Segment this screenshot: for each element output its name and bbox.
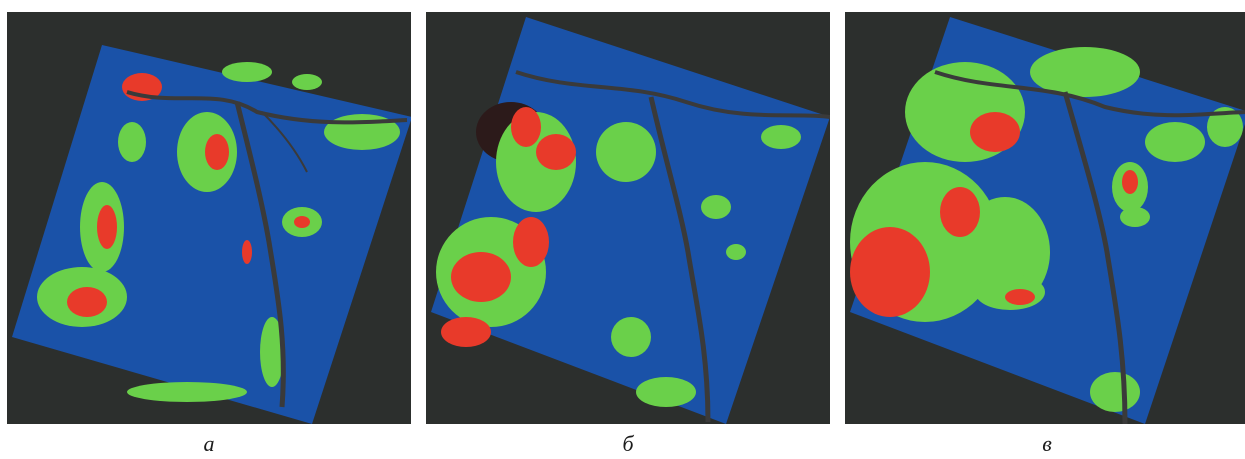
river bbox=[126, 90, 408, 125]
scene-footprint bbox=[12, 45, 411, 424]
river bbox=[648, 96, 711, 423]
vegetation-patch bbox=[127, 382, 247, 402]
vegetation-patch bbox=[726, 244, 746, 260]
classified-satellite-map-c bbox=[845, 12, 1245, 424]
river bbox=[934, 70, 1245, 118]
panel-caption-a: a bbox=[203, 431, 215, 456]
river bbox=[515, 70, 830, 119]
burn-patch bbox=[451, 252, 511, 302]
vegetation-patch bbox=[701, 195, 731, 219]
classified-satellite-map-b bbox=[426, 12, 830, 424]
vegetation-patch bbox=[611, 317, 651, 357]
vegetation-patch bbox=[1030, 47, 1140, 97]
vegetation-patch bbox=[761, 125, 801, 149]
map-c-svg bbox=[850, 17, 1245, 424]
vegetation-patch bbox=[222, 62, 272, 82]
vegetation-patch bbox=[1207, 107, 1243, 147]
classified-satellite-map-a bbox=[7, 12, 411, 424]
burn-patch bbox=[513, 217, 549, 267]
vegetation-patch bbox=[1120, 207, 1150, 227]
burn-patch bbox=[441, 317, 491, 347]
panel-caption-c: в bbox=[1042, 431, 1052, 456]
burn-patch bbox=[294, 216, 310, 228]
map-a-svg bbox=[12, 45, 411, 424]
burn-patch bbox=[1005, 289, 1035, 305]
river bbox=[261, 111, 308, 173]
panel-caption-b: б bbox=[622, 431, 634, 456]
burn-patch bbox=[242, 240, 252, 264]
burn-patch bbox=[511, 107, 541, 147]
vegetation-patch bbox=[1090, 372, 1140, 412]
vegetation-patch bbox=[260, 317, 284, 387]
river bbox=[1062, 91, 1128, 424]
burn-patch bbox=[850, 227, 930, 317]
burn-patch bbox=[67, 287, 107, 317]
vegetation-patch bbox=[636, 377, 696, 407]
map-b-svg bbox=[431, 17, 830, 424]
burn-patch bbox=[970, 112, 1020, 152]
vegetation-patch bbox=[292, 74, 322, 90]
burn-patch bbox=[1122, 170, 1138, 194]
burn-patch bbox=[940, 187, 980, 237]
burn-patch bbox=[205, 134, 229, 170]
river bbox=[234, 101, 286, 408]
burn-patch bbox=[536, 134, 576, 170]
vegetation-patch bbox=[1145, 122, 1205, 162]
vegetation-patch bbox=[118, 122, 146, 162]
vegetation-patch bbox=[596, 122, 656, 182]
burn-patch bbox=[97, 205, 117, 249]
